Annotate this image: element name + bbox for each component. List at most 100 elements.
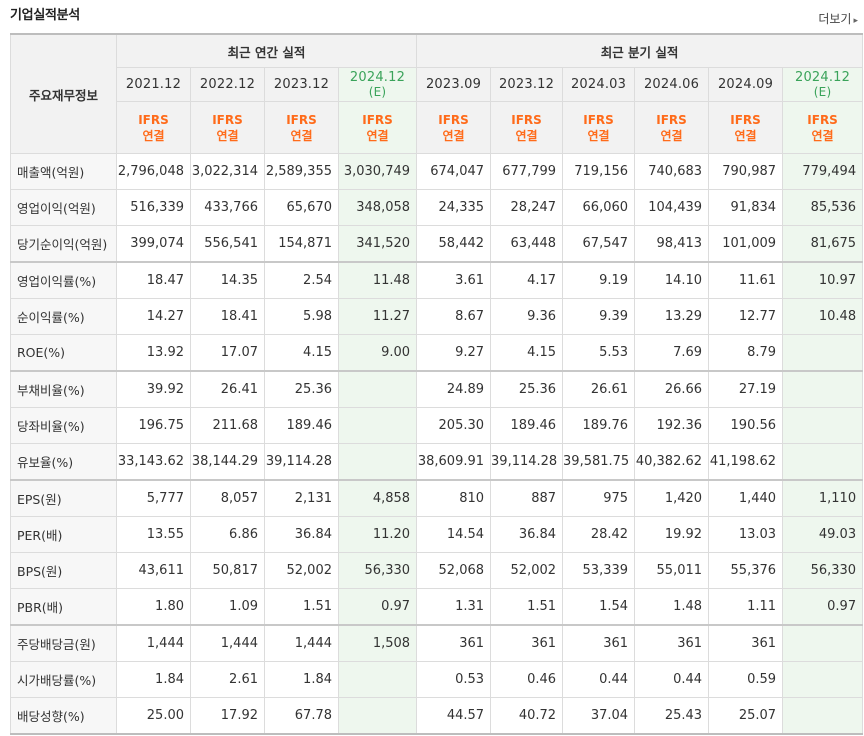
group-quarter-header: 최근 분기 실적 [416, 33, 864, 68]
table-cell [337, 407, 418, 444]
row-label: 시가배당률(%) [10, 661, 117, 698]
table-cell: 9.36 [490, 298, 564, 335]
table-row: PBR(배) 1.80 1.09 1.51 0.97 1.31 1.51 1.54 1.48 1.… [10, 588, 864, 626]
table-cell: 1.31 [416, 588, 492, 626]
table-cell: 18.47 [116, 261, 191, 299]
basis-header: IFRS 연결 [337, 101, 418, 154]
table-cell: 44.57 [416, 697, 492, 735]
period-label: 2024.09 [717, 77, 774, 92]
table-cell: 5.53 [562, 334, 636, 372]
table-cell: 11.48 [337, 261, 418, 299]
table-cell: 975 [562, 479, 636, 517]
table-cell: 0.44 [562, 661, 636, 698]
basis-scope: 연결 [290, 128, 313, 143]
table-cell: 790,987 [708, 153, 784, 190]
basis-header: IFRS 연결 [708, 101, 784, 154]
table-cell: 63,448 [490, 225, 564, 263]
table-cell [782, 697, 864, 735]
table-cell: 13.29 [634, 298, 710, 335]
table-cell: 0.59 [708, 661, 784, 698]
table-row: 당좌비율(%) 196.75 211.68 189.46 205.30 189.46 189… [10, 407, 864, 444]
table-cell: 361 [708, 624, 784, 662]
table-row: 순이익률(%) 14.27 18.41 5.98 11.27 8.67 9.36 9.39 13… [10, 298, 864, 335]
table-cell [337, 661, 418, 698]
more-link[interactable]: 더보기 ▸ [818, 10, 858, 27]
period-header: 2024.06 [634, 67, 710, 102]
period-label: 2024.03 [570, 77, 627, 92]
table-cell [782, 370, 864, 408]
table-cell: 40.72 [490, 697, 564, 735]
row-label: 순이익률(%) [10, 298, 117, 335]
table-row: 영업이익(억원) 516,339 433,766 65,670 348,058 24,33… [10, 189, 864, 226]
table-cell: 189.46 [264, 407, 339, 444]
period-label: 2021.12 [125, 77, 182, 92]
table-cell: 556,541 [190, 225, 265, 263]
table-cell: 11.61 [708, 261, 784, 299]
basis-scope: 연결 [811, 128, 834, 143]
table-cell: 4,858 [337, 479, 418, 517]
basis-scope: 연결 [442, 128, 465, 143]
table-cell: 0.44 [634, 661, 710, 698]
table-cell: 41,198.62 [708, 443, 784, 481]
table-row: 유보율(%) 33,143.62 38,144.29 39,114.28 38,609.… [10, 443, 864, 481]
table-cell: 53,339 [562, 552, 636, 589]
table-cell: 2.61 [190, 661, 265, 698]
table-cell: 0.97 [337, 588, 418, 626]
table-cell: 3,030,749 [337, 153, 418, 190]
row-label: 유보율(%) [10, 443, 117, 481]
row-label: 영업이익(억원) [10, 189, 117, 226]
table-cell: 25.43 [634, 697, 710, 735]
table-cell: 25.36 [490, 370, 564, 408]
period-label: 2023.12 [273, 77, 330, 92]
table-cell: 52,002 [264, 552, 339, 589]
table-cell: 779,494 [782, 153, 864, 190]
table-cell: 2.54 [264, 261, 339, 299]
table-cell: 38,609.91 [416, 443, 492, 481]
row-label: 당기순이익(억원) [10, 225, 117, 263]
more-link-label[interactable]: 더보기 [818, 12, 852, 26]
table-cell: 65,670 [264, 189, 339, 226]
period-header: 2023.09 [416, 67, 492, 102]
table-cell: 39,581.75 [562, 443, 636, 481]
table-cell: 0.53 [416, 661, 492, 698]
table-cell: 39,114.28 [490, 443, 564, 481]
table-row: EPS(원) 5,777 8,057 2,131 4,858 810 887 975 1,420… [10, 479, 864, 517]
table-cell: 36.84 [264, 516, 339, 553]
table-cell: 43,611 [116, 552, 191, 589]
table-cell: 887 [490, 479, 564, 517]
table-cell: 52,068 [416, 552, 492, 589]
table-cell: 0.46 [490, 661, 564, 698]
table-cell: 13.92 [116, 334, 191, 372]
row-label: 영업이익률(%) [10, 261, 117, 299]
table-cell: 361 [490, 624, 564, 662]
table-cell: 18.41 [190, 298, 265, 335]
row-label: EPS(원) [10, 479, 117, 517]
table-cell: 9.27 [416, 334, 492, 372]
period-label: 2024.12 [349, 70, 406, 85]
basis-scope: 연결 [587, 128, 610, 143]
table-cell: 52,002 [490, 552, 564, 589]
period-header: 2024.09 [708, 67, 784, 102]
basis-header: IFRS 연결 [264, 101, 339, 154]
basis-standard: IFRS [656, 112, 687, 127]
table-cell: 2,589,355 [264, 153, 339, 190]
row-label: PBR(배) [10, 588, 117, 626]
table-cell: 37.04 [562, 697, 636, 735]
table-cell: 14.54 [416, 516, 492, 553]
period-header: 2022.12 [190, 67, 265, 102]
basis-standard: IFRS [362, 112, 393, 127]
basis-scope: 연결 [660, 128, 683, 143]
table-cell: 1.51 [264, 588, 339, 626]
basis-scope: 연결 [734, 128, 757, 143]
table-row: 배당성향(%) 25.00 17.92 67.78 44.57 40.72 37.04 25.… [10, 697, 864, 735]
table-cell: 49.03 [782, 516, 864, 553]
table-cell: 13.03 [708, 516, 784, 553]
table-cell: 26.41 [190, 370, 265, 408]
table-row: 시가배당률(%) 1.84 2.61 1.84 0.53 0.46 0.44 0.44 0.59 [10, 661, 864, 698]
table-cell: 25.07 [708, 697, 784, 735]
table-cell: 399,074 [116, 225, 191, 263]
basis-header: IFRS 연결 [490, 101, 564, 154]
table-cell [782, 443, 864, 481]
table-cell: 810 [416, 479, 492, 517]
